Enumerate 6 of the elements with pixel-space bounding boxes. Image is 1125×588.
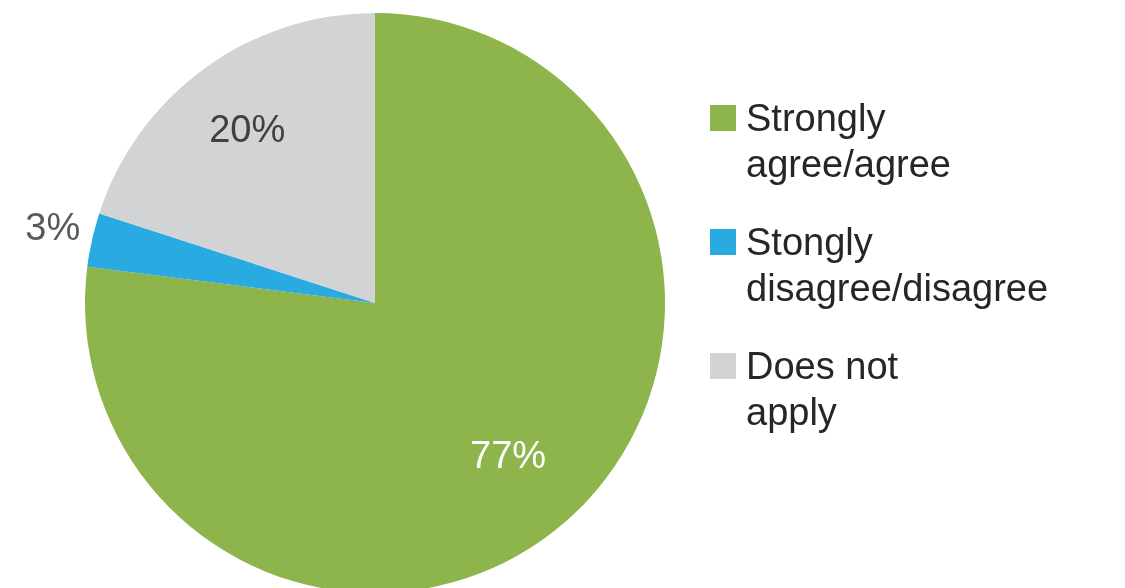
data-label: 3%	[25, 206, 81, 249]
data-label: 20%	[209, 108, 286, 151]
legend-label: Stongly disagree/disagree	[746, 220, 1049, 311]
legend-label: Does not apply	[746, 344, 900, 435]
data-label: 77%	[470, 433, 547, 476]
legend-label: Strongly agree/agree	[746, 96, 952, 187]
